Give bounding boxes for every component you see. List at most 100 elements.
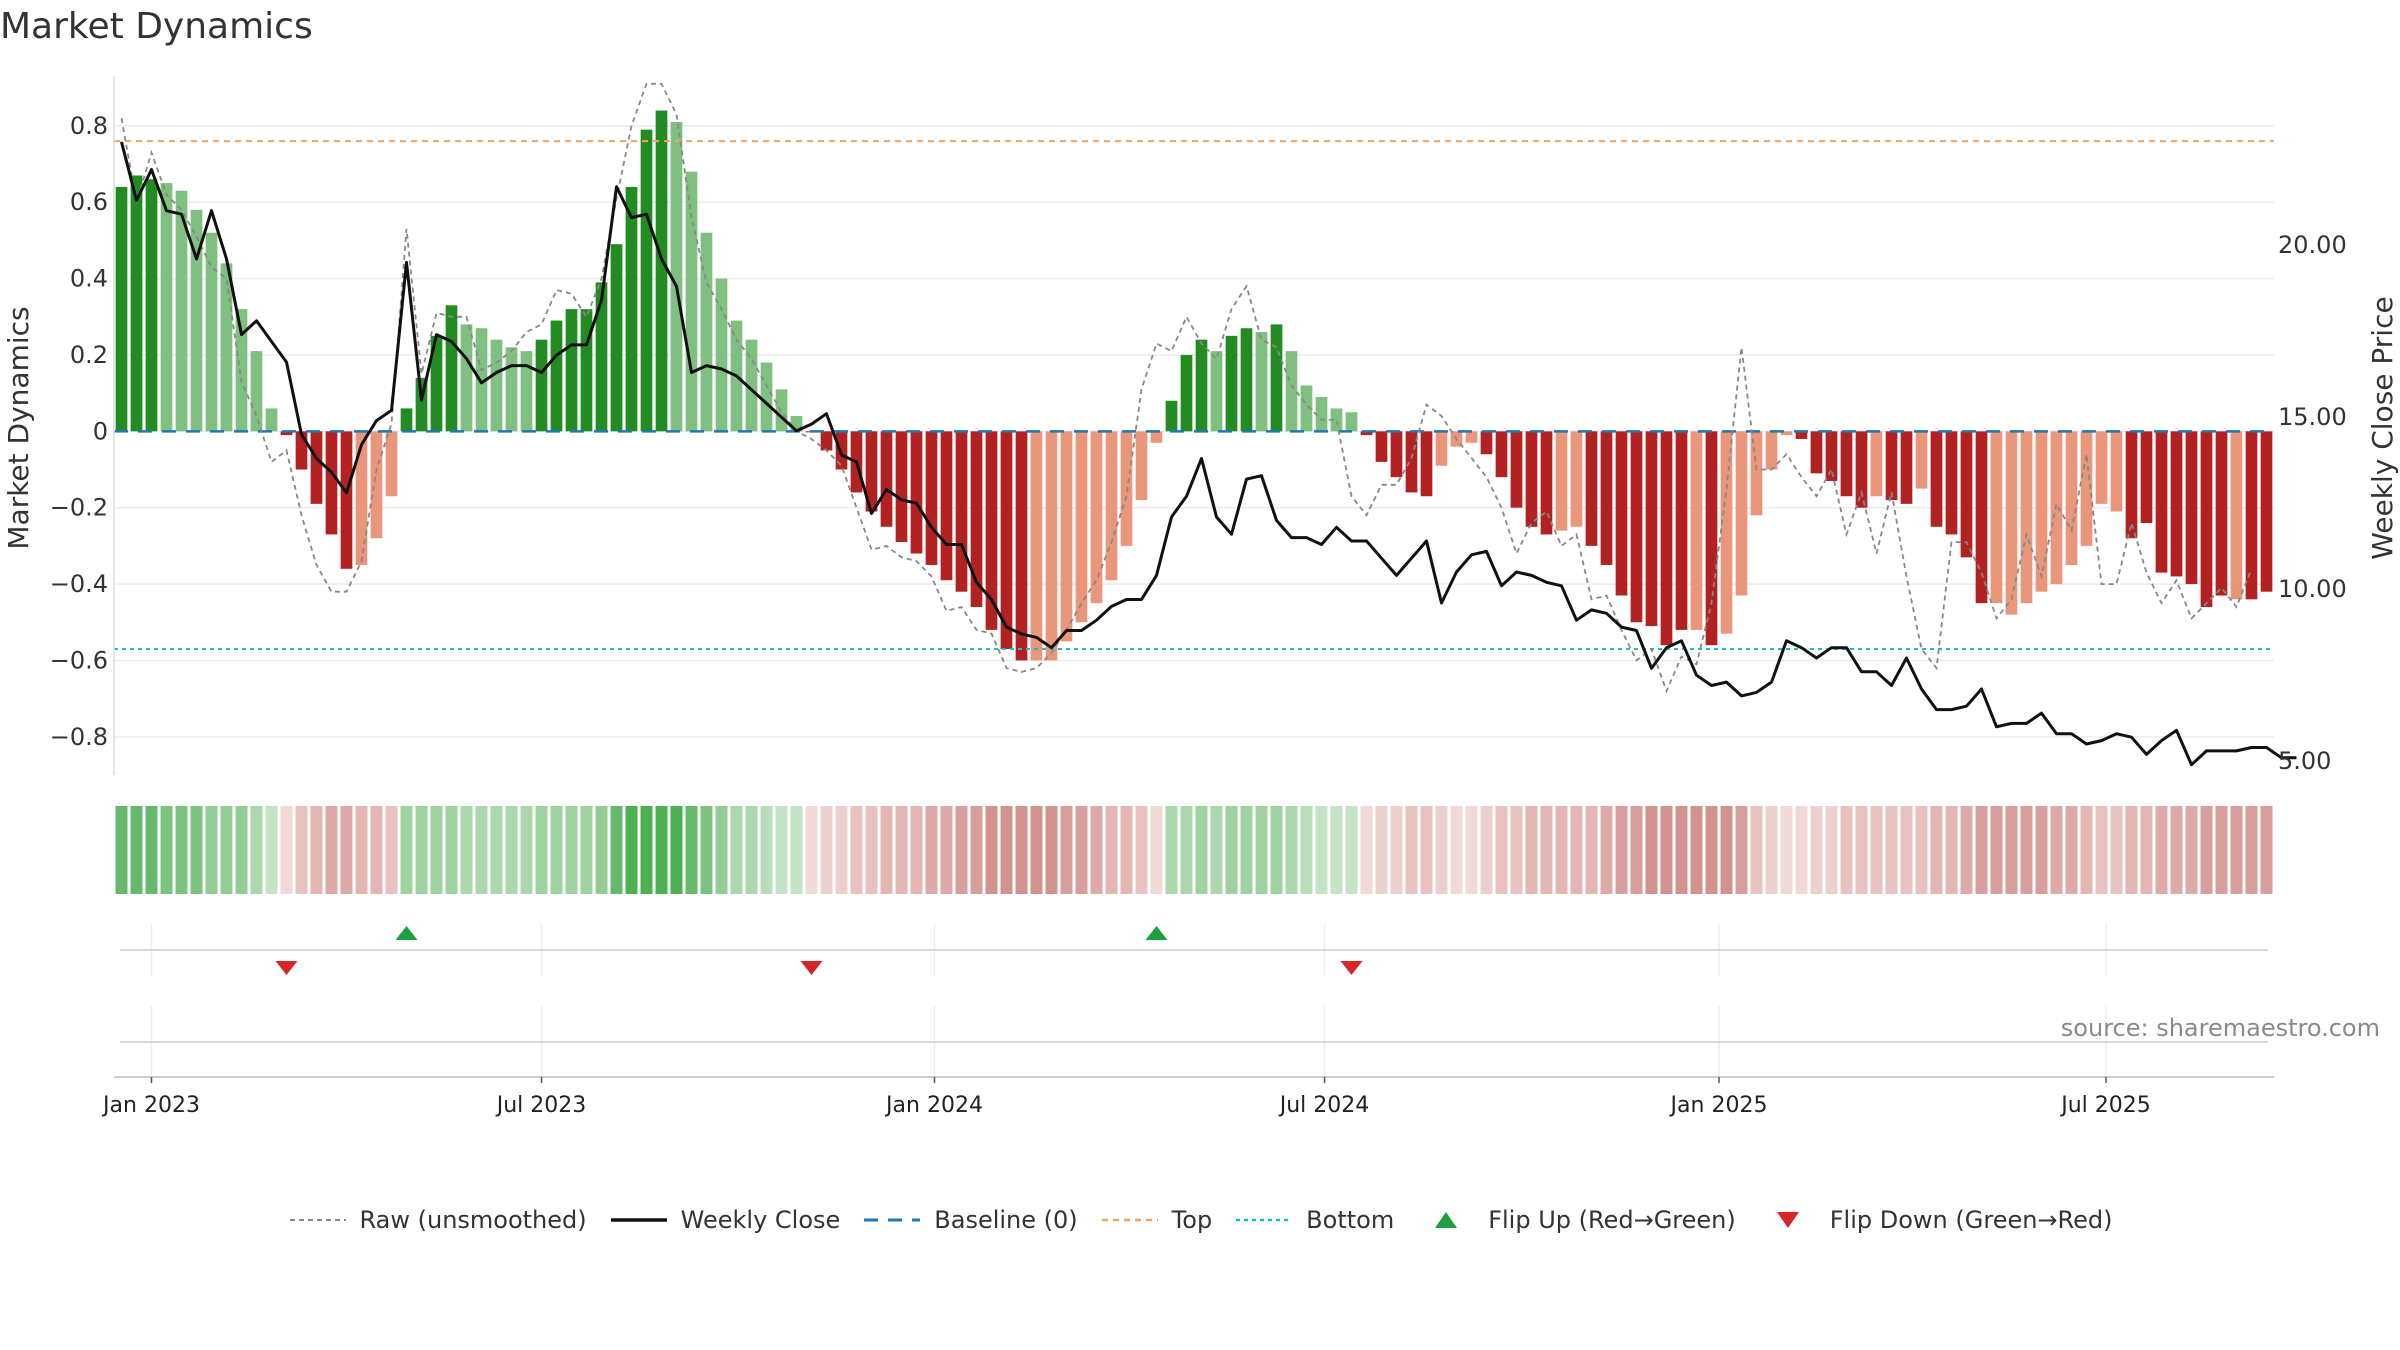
bar [1600, 431, 1613, 565]
bar [1435, 431, 1448, 466]
bar [490, 339, 503, 432]
grid-layer [114, 125, 2274, 738]
bar [1240, 328, 1253, 432]
regime-cell [985, 806, 998, 894]
y2-tick-label: 5.00 [2278, 747, 2331, 775]
regime-cell [1240, 806, 1253, 894]
bar [1135, 431, 1148, 501]
regime-cell [655, 806, 668, 894]
regime-cell [2020, 806, 2033, 894]
bar [2095, 431, 2108, 504]
regime-cell [430, 806, 443, 894]
flip-down-marker [800, 961, 823, 975]
regime-cell [235, 806, 248, 894]
regime-cell [955, 806, 968, 894]
regime-cell [2080, 806, 2093, 894]
bar [2125, 431, 2138, 539]
regime-cell [1225, 806, 1238, 894]
regime-cell [1645, 806, 1658, 894]
regime-cell [1405, 806, 1418, 894]
bar [1885, 431, 1898, 501]
bar [400, 408, 413, 432]
triangle-down-icon [1776, 1212, 1799, 1228]
regime-cell [1120, 806, 1133, 894]
reference-lines-layer [114, 140, 2274, 650]
bar [1225, 335, 1238, 432]
regime-cell [1285, 806, 1298, 894]
regime-cell [1825, 806, 1838, 894]
bar [745, 339, 758, 432]
regime-cell [535, 806, 548, 894]
regime-cell [805, 806, 818, 894]
flip-markers-layer [120, 924, 2268, 1076]
regime-cell [1300, 806, 1313, 894]
regime-cell [295, 806, 308, 894]
regime-cell [415, 806, 428, 894]
bar [1210, 351, 1223, 432]
bar [895, 431, 908, 543]
raw-line-layer [120, 82, 2253, 694]
bar [580, 309, 593, 432]
flip-up-marker [1145, 926, 1168, 940]
bar [2155, 431, 2168, 573]
y-tick-label: 0.4 [70, 265, 108, 293]
bar [565, 309, 578, 432]
regime-cell [1765, 806, 1778, 894]
bar [2080, 431, 2093, 546]
regime-cell [880, 806, 893, 894]
bar [700, 232, 713, 432]
bar [385, 431, 398, 497]
bar [175, 190, 188, 432]
y-tick-label: 0.8 [70, 112, 108, 140]
regime-cell [1630, 806, 1643, 894]
bar [1990, 431, 2003, 604]
regime-cell [265, 806, 278, 894]
legend-label: Weekly Close [680, 1206, 841, 1234]
regime-cell [1720, 806, 1733, 894]
regime-cell [1180, 806, 1193, 894]
regime-cell [1330, 806, 1343, 894]
bar [445, 305, 458, 432]
bar [2170, 431, 2183, 577]
regime-cell [865, 806, 878, 894]
bar [835, 431, 848, 470]
bar [1825, 431, 1838, 481]
legend-label: Flip Up (Red→Green) [1488, 1206, 1736, 1234]
bar [1810, 431, 1823, 474]
regime-cell [2140, 806, 2153, 894]
bar [1030, 431, 1043, 661]
bar [985, 431, 998, 630]
bar [865, 431, 878, 512]
x-tick-label: Jan 2024 [884, 1093, 983, 1118]
bar [610, 244, 623, 432]
bar [265, 408, 278, 432]
bar [205, 232, 218, 432]
bar [640, 129, 653, 432]
bar [115, 186, 128, 432]
legend-label: Baseline (0) [934, 1206, 1078, 1234]
bar [1090, 431, 1103, 604]
regime-cell [175, 806, 188, 894]
bar [1105, 431, 1118, 581]
regime-cell [1210, 806, 1223, 894]
regime-cell [1780, 806, 1793, 894]
flip-down-marker [275, 961, 298, 975]
legend-item: Flip Up (Red→Green) [1416, 1206, 1736, 1234]
regime-cell [1315, 806, 1328, 894]
regime-cell [2065, 806, 2078, 894]
axes-layer: −0.8 −0.6 −0.4 −0.2 0 0.2 0.4 0.6 0.8 5.00 10.00 15… [50, 76, 2347, 775]
regime-cell [490, 806, 503, 894]
bar [2245, 431, 2258, 600]
regime-strip-layer [115, 806, 2273, 894]
bar [295, 431, 308, 470]
flip-down-marker [1340, 961, 1363, 975]
bar [355, 431, 368, 565]
regime-cell [1555, 806, 1568, 894]
bar [1390, 431, 1403, 478]
regime-cell [340, 806, 353, 894]
bar [880, 431, 893, 527]
y-tick-label: −0.2 [50, 494, 108, 522]
bar [1645, 431, 1658, 627]
bar [1300, 385, 1313, 432]
bar [1975, 431, 1988, 604]
